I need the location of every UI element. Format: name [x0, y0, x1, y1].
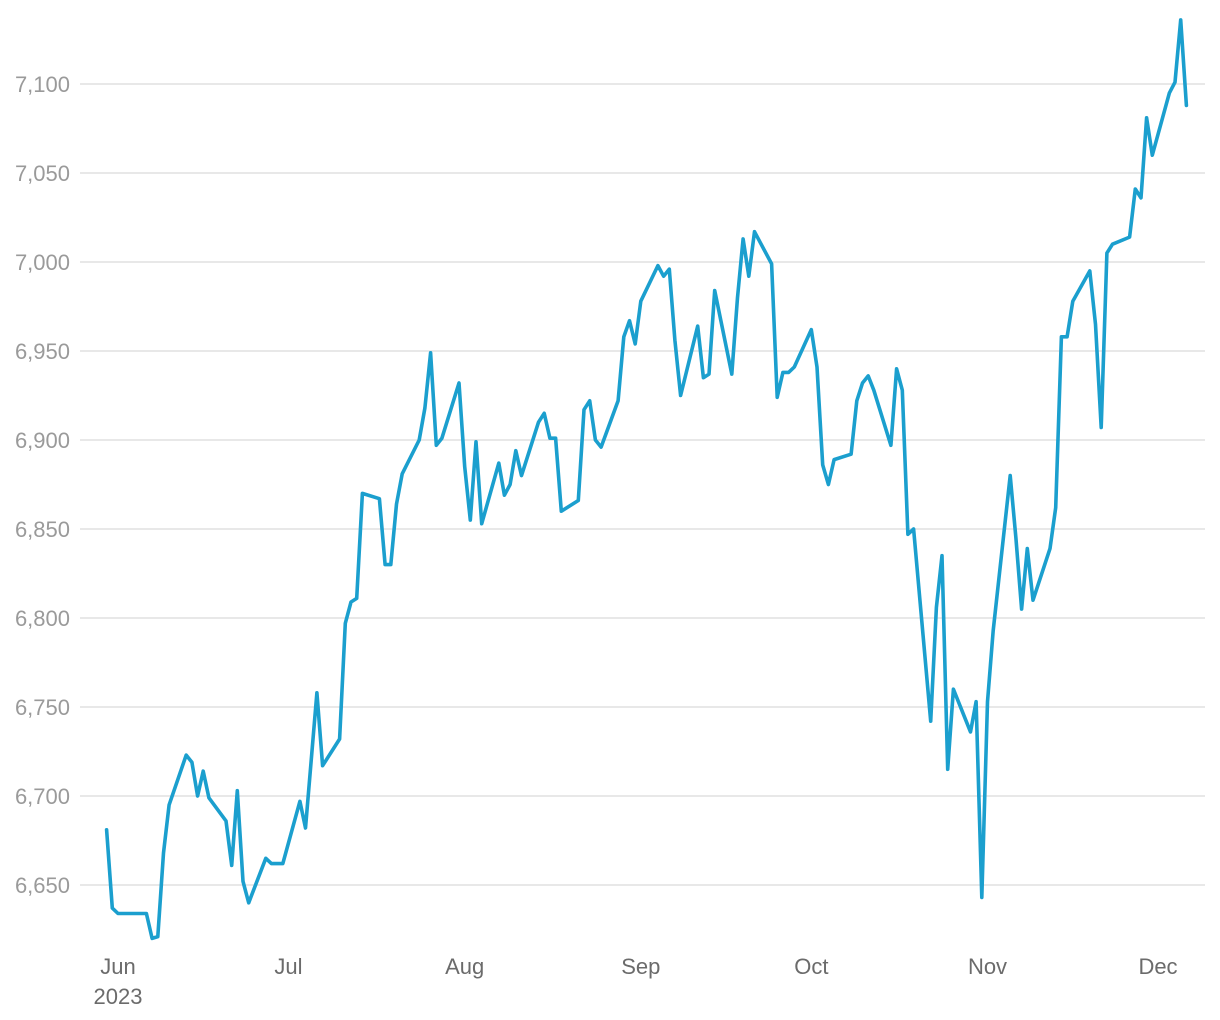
- x-axis-tick-labels: Jun 2023 Jul Aug Sep Oct Nov Dec: [94, 954, 1178, 1009]
- x-tick-label: Jun: [100, 954, 135, 979]
- gridlines: [80, 83, 1205, 886]
- y-tick-label: 7,100: [15, 72, 70, 97]
- x-tick-label: Sep: [621, 954, 660, 979]
- x-tick-label: Dec: [1138, 954, 1177, 979]
- y-tick-label: 6,800: [15, 606, 70, 631]
- y-tick-label: 7,050: [15, 161, 70, 186]
- series-layer: [104, 18, 1189, 941]
- y-tick-label: 6,950: [15, 339, 70, 364]
- y-axis-tick-labels: 6,650 6,700 6,750 6,800 6,850 6,900 6,950 7,000…: [15, 72, 70, 898]
- y-tick-label: 6,850: [15, 517, 70, 542]
- x-tick-label: Nov: [968, 954, 1007, 979]
- x-tick-label: Oct: [794, 954, 828, 979]
- x-tick-label: Jul: [274, 954, 302, 979]
- y-tick-label: 7,000: [15, 250, 70, 275]
- y-tick-label: 6,900: [15, 428, 70, 453]
- y-tick-label: 6,650: [15, 873, 70, 898]
- y-tick-label: 6,750: [15, 695, 70, 720]
- x-tick-sublabel: 2023: [94, 984, 143, 1009]
- x-tick-label: Aug: [445, 954, 484, 979]
- y-tick-label: 6,700: [15, 784, 70, 809]
- series-line-0: [104, 18, 1189, 941]
